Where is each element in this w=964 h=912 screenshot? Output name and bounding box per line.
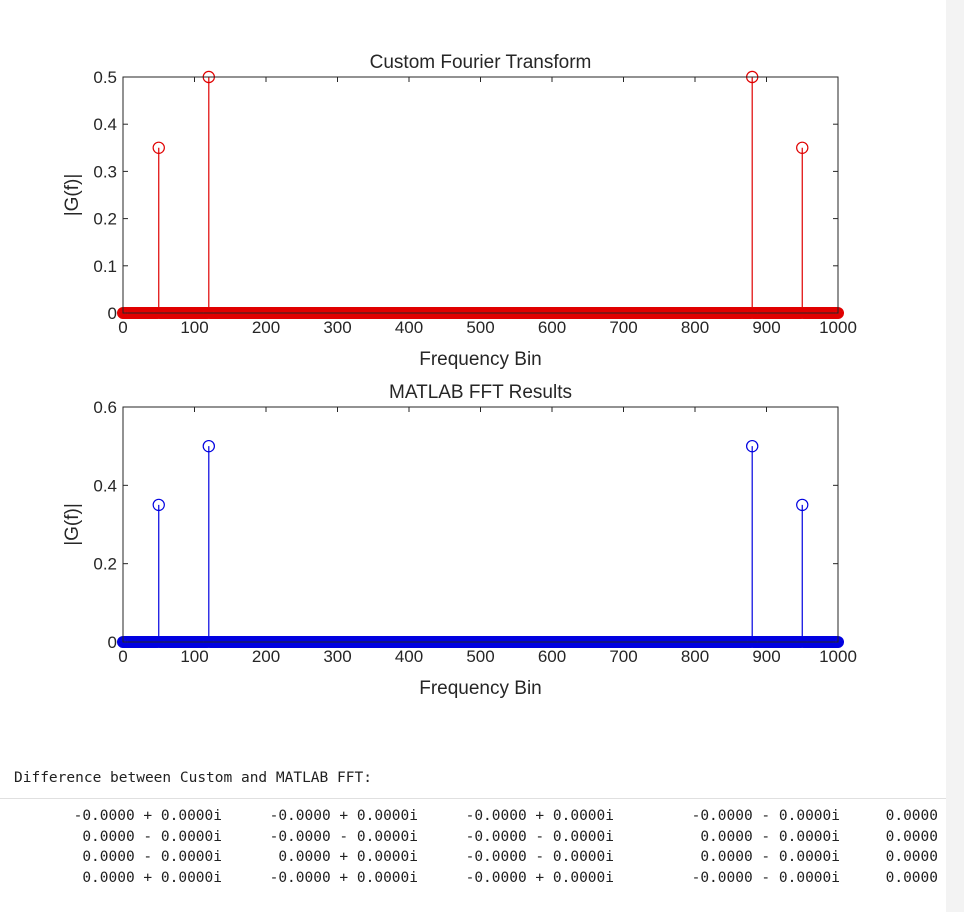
chart2-xtick-label: 300 xyxy=(323,647,351,666)
chart2-xtick-label: 600 xyxy=(538,647,566,666)
chart2-xtick-label: 900 xyxy=(752,647,780,666)
figure: 0 100 200 300 400 500 600 700 800 900 100000.10.20… xyxy=(62,52,857,699)
chart2-title: MATLAB FFT Results xyxy=(389,382,572,403)
chart1-xtick-label: 0 xyxy=(118,318,127,337)
chart1-ytick-label: 0.3 xyxy=(93,162,117,181)
chart2-stem-marker xyxy=(746,439,759,453)
chart2-xlabel: Frequency Bin xyxy=(419,678,542,699)
chart1-xtick-label: 900 xyxy=(752,318,780,337)
chart1-xtick-label: 1000 xyxy=(819,318,857,337)
chart2-stem-marker xyxy=(202,439,215,453)
chart1-xtick-label: 100 xyxy=(180,318,208,337)
chart2-ytick-label: 0.6 xyxy=(93,398,117,417)
console-cell: 0.0000 xyxy=(885,828,938,845)
console-row: 0.0000 + 0.0000i -0.0000 + 0.0000i -0.0000… xyxy=(0,868,946,889)
chart1-title: Custom Fourier Transform xyxy=(370,52,592,73)
chart1-ytick-label: 0.5 xyxy=(93,68,117,87)
chart1-axes-box xyxy=(122,76,839,314)
console-heading: Difference between Custom and MATLAB FFT… xyxy=(14,770,372,786)
console-cell: -0.0000 - 0.0000i xyxy=(465,849,614,865)
console-row: 0.0000 - 0.0000i 0.0000 + 0.0000i -0.0000… xyxy=(0,847,946,868)
chart2-xtick-label: 100 xyxy=(180,647,208,666)
console-cell: 0.0000 + 0.0000i xyxy=(73,869,222,886)
console-cell: 0.0000 - 0.0000i xyxy=(691,849,840,865)
console-cell: -0.0000 - 0.0000i xyxy=(691,869,840,886)
console-cell: -0.0000 - 0.0000i xyxy=(269,828,418,845)
right-scrollbar[interactable] xyxy=(946,0,964,912)
console-row: -0.0000 + 0.0000i -0.0000 + 0.0000i -0.000… xyxy=(0,806,946,827)
chart1-xtick-label: 200 xyxy=(252,318,280,337)
chart2-axes-box xyxy=(122,406,839,643)
chart2-stem-marker xyxy=(796,498,809,512)
console-cell: 0.0000 xyxy=(885,808,938,824)
console-cell: -0.0000 + 0.0000i xyxy=(269,808,418,824)
chart2-xtick-label: 700 xyxy=(609,647,637,666)
chart2-ytick-label: 0.2 xyxy=(93,555,117,574)
console-cell: -0.0000 + 0.0000i xyxy=(269,869,418,886)
console-cell: -0.0000 - 0.0000i xyxy=(465,828,614,845)
chart1-ytick-label: 0.4 xyxy=(93,115,117,134)
chart1-xlabel: Frequency Bin xyxy=(419,349,542,370)
chart2-ytick-label: 0 xyxy=(108,633,117,652)
console-cell: 0.0000 - 0.0000i xyxy=(691,828,840,845)
chart2-stem-marker xyxy=(152,498,165,512)
console-cell: -0.0000 - 0.0000i xyxy=(691,808,840,824)
chart1-xtick-label: 600 xyxy=(538,318,566,337)
chart2-xtick-label: 0 xyxy=(118,647,127,666)
console-row: 0.0000 - 0.0000i -0.0000 - 0.0000i -0.0000… xyxy=(0,827,946,848)
chart1-xtick-label: 800 xyxy=(681,318,709,337)
chart1-xtick-label: 500 xyxy=(466,318,494,337)
console-divider xyxy=(0,798,946,799)
chart1-xtick-label: 300 xyxy=(323,318,351,337)
chart2-xtick-label: 800 xyxy=(681,647,709,666)
console-output: -0.0000 + 0.0000i -0.0000 + 0.0000i -0.000… xyxy=(0,806,946,888)
console-cell: 0.0000 + 0.0000i xyxy=(269,849,418,865)
chart1-ytick-label: 0 xyxy=(108,304,117,323)
chart1-stem-marker xyxy=(152,141,165,154)
chart1-ytick-label: 0.1 xyxy=(93,257,117,276)
console-cell: 0.0000 xyxy=(885,869,938,886)
chart1-axes-frame xyxy=(122,76,839,314)
console-cell: -0.0000 + 0.0000i xyxy=(73,808,222,824)
console-cell: 0.0000 xyxy=(885,849,938,865)
console-cell: -0.0000 + 0.0000i xyxy=(465,869,614,886)
chart1-xtick-label: 400 xyxy=(395,318,423,337)
chart1-xtick-label: 700 xyxy=(609,318,637,337)
console-cell: -0.0000 + 0.0000i xyxy=(465,808,614,824)
chart2-xtick-label: 400 xyxy=(395,647,423,666)
chart2-axes-frame xyxy=(122,406,839,643)
chart2-xtick-label: 200 xyxy=(252,647,280,666)
chart1-stem-marker xyxy=(796,141,809,154)
chart2-ylabel: |G(f)| xyxy=(62,503,83,546)
chart1-ylabel: |G(f)| xyxy=(62,174,83,217)
chart2-ytick-label: 0.4 xyxy=(93,476,117,495)
chart1-ytick-label: 0.2 xyxy=(93,210,117,229)
chart2-xtick-label: 1000 xyxy=(819,647,857,666)
console-cell: 0.0000 - 0.0000i xyxy=(73,828,222,845)
console-cell: 0.0000 - 0.0000i xyxy=(73,849,222,865)
chart2-xtick-label: 500 xyxy=(466,647,494,666)
